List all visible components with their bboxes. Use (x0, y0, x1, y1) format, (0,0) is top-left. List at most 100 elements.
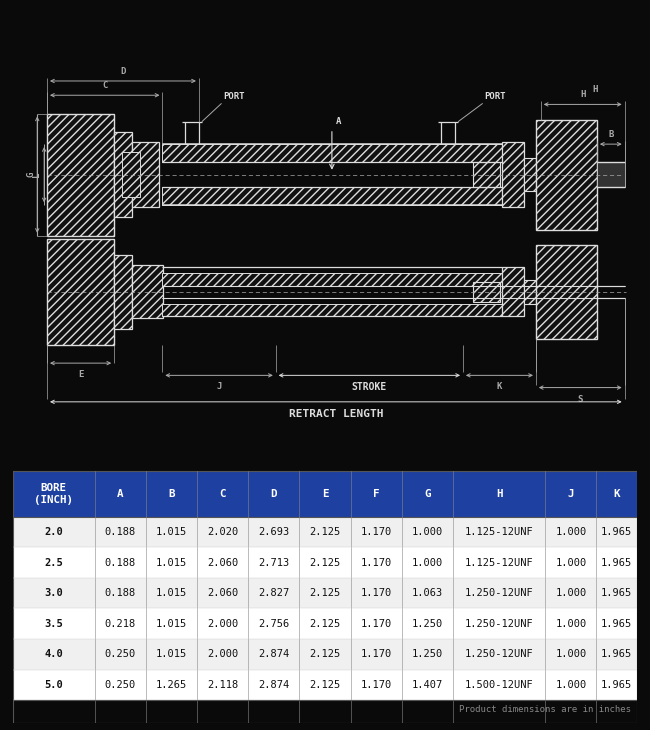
Text: 1.125-12UNF: 1.125-12UNF (465, 527, 534, 537)
Text: 2.060: 2.060 (207, 588, 239, 598)
Text: 2.020: 2.020 (207, 527, 239, 537)
Text: 1.015: 1.015 (156, 619, 187, 629)
Text: BORE
(INCH): BORE (INCH) (34, 483, 73, 505)
Text: E: E (78, 370, 83, 380)
Text: 1.000: 1.000 (555, 588, 586, 598)
Bar (13, 669, 637, 700)
Text: 2.125: 2.125 (309, 680, 341, 690)
Text: 2.000: 2.000 (207, 649, 239, 659)
Text: K: K (497, 383, 502, 391)
Bar (47, 114, 114, 236)
Text: 1.500-12UNF: 1.500-12UNF (465, 680, 534, 690)
Text: 2.827: 2.827 (258, 588, 289, 598)
Text: 1.125-12UNF: 1.125-12UNF (465, 558, 534, 567)
Text: 1.000: 1.000 (555, 558, 586, 567)
Text: 1.000: 1.000 (411, 527, 443, 537)
Text: 2.000: 2.000 (207, 619, 239, 629)
Text: H: H (580, 91, 586, 99)
Bar (13, 608, 637, 639)
Text: L: L (32, 172, 41, 177)
Bar (162, 304, 502, 316)
Text: 1.965: 1.965 (601, 558, 632, 567)
Bar (162, 187, 502, 205)
Text: 2.060: 2.060 (207, 558, 239, 567)
Text: 1.015: 1.015 (156, 527, 187, 537)
Text: A: A (336, 117, 341, 126)
Bar (524, 280, 536, 304)
Bar (473, 163, 501, 187)
Text: 2.5: 2.5 (44, 558, 63, 567)
Text: 2.125: 2.125 (309, 588, 341, 598)
Text: 1.250: 1.250 (411, 649, 443, 659)
Text: 1.015: 1.015 (156, 588, 187, 598)
Text: 2.125: 2.125 (309, 619, 341, 629)
Text: 2.874: 2.874 (258, 680, 289, 690)
Text: 2.125: 2.125 (309, 527, 341, 537)
Text: 0.218: 0.218 (105, 619, 136, 629)
Text: F: F (373, 489, 380, 499)
Text: G: G (424, 489, 430, 499)
Text: J: J (216, 383, 222, 391)
Text: 2.693: 2.693 (258, 527, 289, 537)
Text: 1.170: 1.170 (361, 649, 392, 659)
Bar (597, 163, 625, 187)
Text: 1.250-12UNF: 1.250-12UNF (465, 649, 534, 659)
Text: RETRACT LENGTH: RETRACT LENGTH (289, 409, 383, 419)
Text: 3.0: 3.0 (44, 588, 63, 598)
Bar (47, 239, 114, 345)
Bar (502, 142, 524, 207)
Text: H: H (593, 85, 598, 94)
Text: 1.965: 1.965 (601, 619, 632, 629)
Text: E: E (322, 489, 328, 499)
Bar (132, 142, 159, 207)
Text: 2.125: 2.125 (309, 649, 341, 659)
Text: H: H (496, 489, 502, 499)
Text: Product dimensions are in inches: Product dimensions are in inches (459, 705, 630, 715)
Text: 1.965: 1.965 (601, 649, 632, 659)
Bar (524, 158, 536, 191)
Text: B: B (168, 489, 175, 499)
Text: 1.170: 1.170 (361, 588, 392, 598)
Text: PORT: PORT (224, 93, 245, 101)
Text: 1.265: 1.265 (156, 680, 187, 690)
Text: 1.170: 1.170 (361, 527, 392, 537)
Text: 2.0: 2.0 (44, 527, 63, 537)
Text: 5.0: 5.0 (44, 680, 63, 690)
Text: A: A (117, 489, 124, 499)
Text: D: D (120, 67, 125, 76)
Text: 2.874: 2.874 (258, 649, 289, 659)
Text: G: G (27, 172, 36, 177)
Text: 0.188: 0.188 (105, 527, 136, 537)
Text: 1.250-12UNF: 1.250-12UNF (465, 619, 534, 629)
Text: 1.000: 1.000 (555, 619, 586, 629)
Text: 2.756: 2.756 (258, 619, 289, 629)
Text: 1.000: 1.000 (411, 558, 443, 567)
Text: D: D (270, 489, 277, 499)
Text: 1.015: 1.015 (156, 649, 187, 659)
Text: 1.965: 1.965 (601, 588, 632, 598)
Bar (13, 517, 637, 548)
Text: 1.170: 1.170 (361, 558, 392, 567)
Bar (13, 578, 637, 608)
Bar (536, 120, 597, 230)
Text: 1.063: 1.063 (411, 588, 443, 598)
Text: 1.000: 1.000 (555, 649, 586, 659)
Text: STROKE: STROKE (352, 383, 387, 393)
Text: 1.965: 1.965 (601, 527, 632, 537)
Text: 1.170: 1.170 (361, 619, 392, 629)
Text: B: B (608, 130, 614, 139)
Bar (502, 267, 524, 316)
Text: J: J (567, 489, 574, 499)
Text: 1.170: 1.170 (361, 680, 392, 690)
Bar (162, 144, 502, 163)
Text: 2.118: 2.118 (207, 680, 239, 690)
Text: C: C (220, 489, 226, 499)
Bar (13, 548, 637, 578)
Text: 0.188: 0.188 (105, 558, 136, 567)
Bar (122, 153, 140, 197)
Text: 1.407: 1.407 (411, 680, 443, 690)
Text: 2.713: 2.713 (258, 558, 289, 567)
Text: C: C (102, 81, 107, 90)
Text: 4.0: 4.0 (44, 649, 63, 659)
Text: 0.188: 0.188 (105, 588, 136, 598)
